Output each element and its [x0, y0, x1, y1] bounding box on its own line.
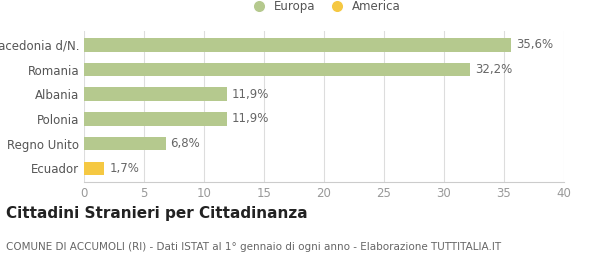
Text: Cittadini Stranieri per Cittadinanza: Cittadini Stranieri per Cittadinanza — [6, 206, 308, 222]
Bar — [84, 63, 470, 76]
Bar — [84, 161, 104, 175]
Bar — [84, 112, 227, 126]
Bar — [84, 87, 227, 101]
Text: 6,8%: 6,8% — [170, 137, 200, 150]
Text: COMUNE DI ACCUMOLI (RI) - Dati ISTAT al 1° gennaio di ogni anno - Elaborazione T: COMUNE DI ACCUMOLI (RI) - Dati ISTAT al … — [6, 242, 501, 252]
Text: 35,6%: 35,6% — [516, 38, 553, 51]
Bar — [84, 137, 166, 151]
Bar — [84, 38, 511, 52]
Text: 11,9%: 11,9% — [232, 88, 269, 101]
Legend: Europa, America: Europa, America — [242, 0, 406, 18]
Text: 32,2%: 32,2% — [475, 63, 512, 76]
Text: 11,9%: 11,9% — [232, 113, 269, 126]
Text: 1,7%: 1,7% — [109, 162, 139, 175]
